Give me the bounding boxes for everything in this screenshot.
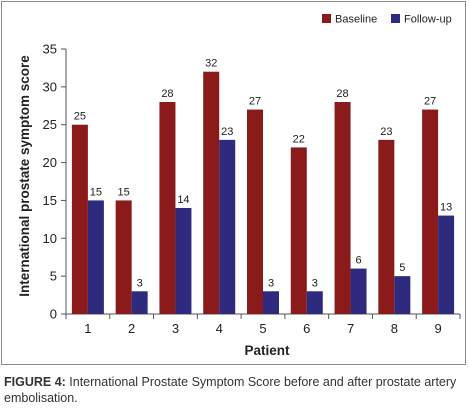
legend: Baseline Follow-up: [322, 14, 452, 26]
data-label: 13: [440, 202, 452, 214]
data-label: 15: [90, 186, 102, 198]
data-label: 27: [424, 96, 436, 108]
data-label: 3: [268, 277, 274, 289]
bar-baseline: [422, 109, 439, 314]
legend-label: Follow-up: [404, 14, 452, 26]
legend-swatch: [322, 14, 331, 23]
bar-follow-up: [394, 276, 411, 314]
data-label: 23: [380, 126, 392, 138]
y-tick-label: 30: [43, 79, 57, 94]
bar-baseline: [247, 109, 263, 314]
bar-baseline: [378, 139, 395, 314]
y-tick-label: 10: [43, 231, 57, 246]
x-tick-label: 1: [84, 321, 91, 336]
data-label: 15: [118, 186, 130, 198]
data-label: 27: [249, 96, 261, 108]
bar-baseline: [71, 124, 88, 314]
bar-baseline: [115, 200, 132, 314]
y-tick-label: 0: [50, 307, 57, 322]
bar-baseline: [290, 147, 307, 314]
bar-follow-up: [350, 268, 367, 314]
x-tick-label: 8: [391, 321, 398, 336]
bar-follow-up: [219, 139, 236, 314]
figure-caption: FIGURE 4: International Prostate Symptom…: [4, 374, 466, 406]
bar-follow-up: [306, 291, 323, 314]
x-tick-label: 7: [347, 321, 354, 336]
data-label: 28: [336, 88, 348, 100]
data-label: 23: [221, 126, 233, 138]
x-tick-label: 4: [216, 321, 223, 336]
x-tick-label: 9: [434, 321, 441, 336]
bar-follow-up: [263, 291, 279, 314]
x-tick-label: 5: [259, 321, 266, 336]
data-label: 32: [205, 58, 217, 70]
data-label: 14: [177, 194, 189, 206]
bar-baseline: [159, 102, 176, 314]
y-tick-label: 25: [43, 117, 57, 132]
bar-follow-up: [175, 208, 192, 314]
caption-label: FIGURE 4:: [4, 375, 66, 389]
y-tick-label: 15: [43, 193, 57, 208]
bar-follow-up: [87, 200, 104, 314]
y-tick-label: 5: [50, 269, 57, 284]
data-label: 3: [312, 277, 318, 289]
bar-baseline: [334, 102, 351, 314]
data-label: 5: [399, 262, 405, 274]
x-tick-label: 6: [303, 321, 310, 336]
bar-baseline: [203, 71, 220, 314]
caption-text: International Prostate Symptom Score bef…: [4, 375, 457, 405]
x-axis-title: Patient: [244, 343, 290, 358]
data-label: 25: [74, 111, 86, 123]
y-axis-title: International prostate symptom score: [17, 55, 32, 297]
y-tick-label: 20: [43, 155, 57, 170]
bar-follow-up: [438, 215, 455, 314]
data-label: 28: [161, 88, 173, 100]
x-tick-label: 3: [172, 321, 179, 336]
y-tick-label: 35: [43, 42, 57, 57]
x-tick-label: 2: [128, 321, 135, 336]
bar-follow-up: [131, 291, 148, 314]
x-axis: 1 2 3 4 5 6 7 8 9: [65, 313, 461, 336]
legend-swatch: [391, 14, 400, 23]
legend-label: Baseline: [335, 14, 377, 26]
data-label: 6: [355, 255, 361, 267]
data-label: 22: [293, 133, 305, 145]
y-axis: 0 5 10 15 20 25 30 35: [43, 42, 67, 322]
bars: [71, 71, 455, 314]
data-label: 3: [137, 277, 143, 289]
